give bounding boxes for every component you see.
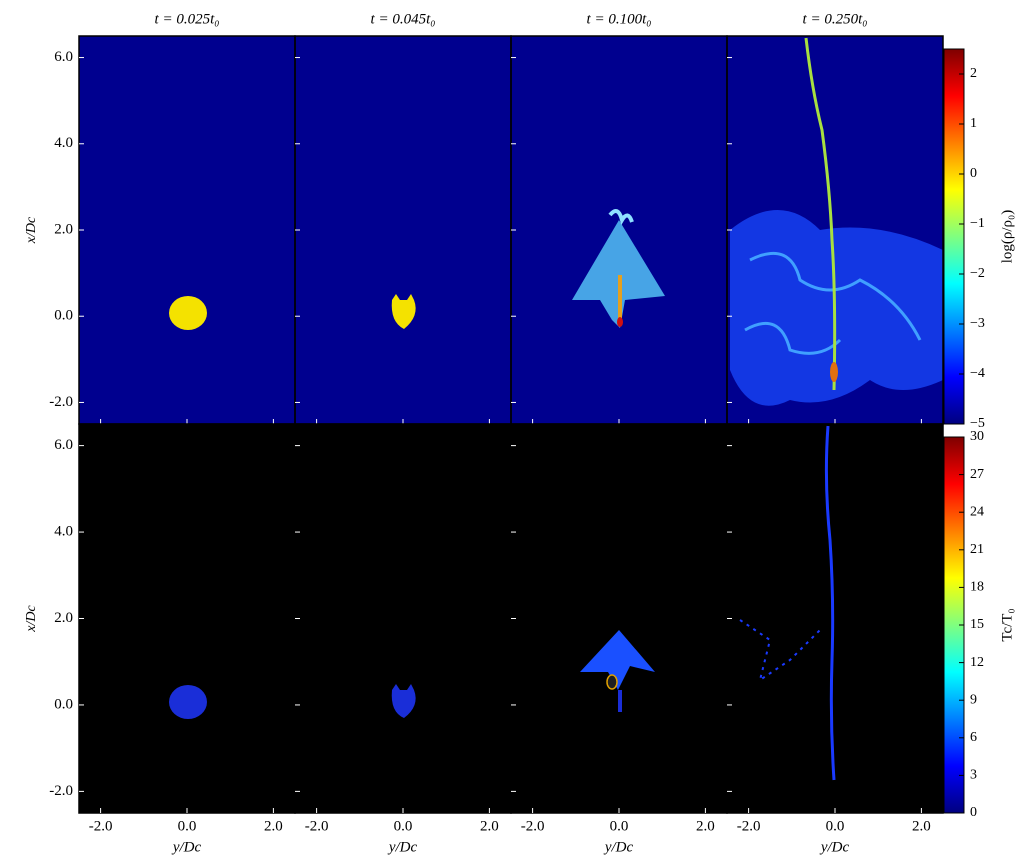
y-tick-label: -2.0 — [49, 783, 73, 799]
y-tick-label: 0.0 — [54, 308, 73, 324]
panel-background — [727, 424, 943, 813]
x-tick-label: 2.0 — [480, 818, 499, 834]
colorbar-tick-label: 30 — [970, 429, 984, 444]
colorbar-tick-label: 12 — [970, 655, 984, 670]
panel-background — [511, 424, 727, 813]
colorbar — [943, 48, 965, 425]
colorbar-tick-label: −4 — [970, 366, 985, 381]
y-tick-label: -2.0 — [49, 394, 73, 410]
colorbar-tick-label: −1 — [970, 216, 985, 231]
x-tick-label: 2.0 — [264, 818, 283, 834]
x-tick-label: -2.0 — [89, 818, 113, 834]
y-tick-label: 4.0 — [54, 523, 73, 539]
y-tick-label: 4.0 — [54, 135, 73, 151]
panel-background — [295, 424, 511, 813]
colorbar-tick-label: 24 — [970, 504, 984, 519]
y-tick-label: 2.0 — [54, 610, 73, 626]
colorbar-tick-label: 2 — [970, 66, 977, 81]
colorbar-tick-label: 9 — [970, 692, 977, 707]
panel-title: t = 0.100t₀ — [587, 11, 652, 27]
y-tick-label: 6.0 — [54, 49, 73, 65]
panel-backgrounds — [79, 36, 943, 813]
colorbar-tick-label: 3 — [970, 768, 977, 783]
x-axis-label: y/Dc — [171, 839, 202, 855]
colorbar-tick-label: 6 — [970, 730, 977, 745]
colorbar-tick-label: 21 — [970, 542, 984, 557]
panel-title: t = 0.045t₀ — [371, 11, 436, 27]
y-axis-label: x/Dc — [24, 605, 39, 633]
colorbar-tick-label: 0 — [970, 805, 977, 820]
colorbar-tick-label: 18 — [970, 580, 984, 595]
x-tick-label: 2.0 — [912, 818, 931, 834]
panel-background — [79, 424, 295, 813]
x-axis-label: y/Dc — [819, 839, 850, 855]
colorbar-tick-label: −5 — [970, 416, 985, 431]
colorbar-tick-label: −3 — [970, 316, 985, 331]
panel-title: t = 0.250t₀ — [803, 11, 868, 27]
colorbar-tick-label: 1 — [970, 116, 977, 131]
axes: t = 0.025t₀ t = 0.045t₀ t = 0.100t₀ t = 0.2… — [24, 11, 1015, 855]
field-structures — [169, 37, 943, 781]
colorbar-tick-label: 15 — [970, 617, 984, 632]
x-tick-label: 0.0 — [178, 818, 197, 834]
panel-background — [79, 36, 295, 424]
x-axis-label: y/Dc — [387, 839, 418, 855]
colorbar-tick-label: 0 — [970, 166, 977, 181]
colorbar-label: log(ρ/ρ₀) — [999, 210, 1015, 264]
colorbar-label: Tc/T₀ — [999, 608, 1015, 641]
x-tick-label: 2.0 — [696, 818, 715, 834]
panel-background — [295, 36, 511, 424]
x-tick-label: -2.0 — [737, 818, 761, 834]
panel-title: t = 0.025t₀ — [155, 11, 220, 27]
x-tick-label: 0.0 — [610, 818, 629, 834]
x-tick-label: -2.0 — [305, 818, 329, 834]
y-tick-label: 0.0 — [54, 696, 73, 712]
y-tick-label: 2.0 — [54, 221, 73, 237]
y-tick-label: 6.0 — [54, 437, 73, 453]
y-axis-label: x/Dc — [24, 216, 39, 244]
x-tick-label: 0.0 — [394, 818, 413, 834]
x-axis-label: y/Dc — [603, 839, 634, 855]
colorbar-tick-label: 27 — [970, 467, 984, 482]
x-tick-label: 0.0 — [826, 818, 845, 834]
colorbar-tick-label: −2 — [970, 266, 985, 281]
x-tick-label: -2.0 — [521, 818, 545, 834]
